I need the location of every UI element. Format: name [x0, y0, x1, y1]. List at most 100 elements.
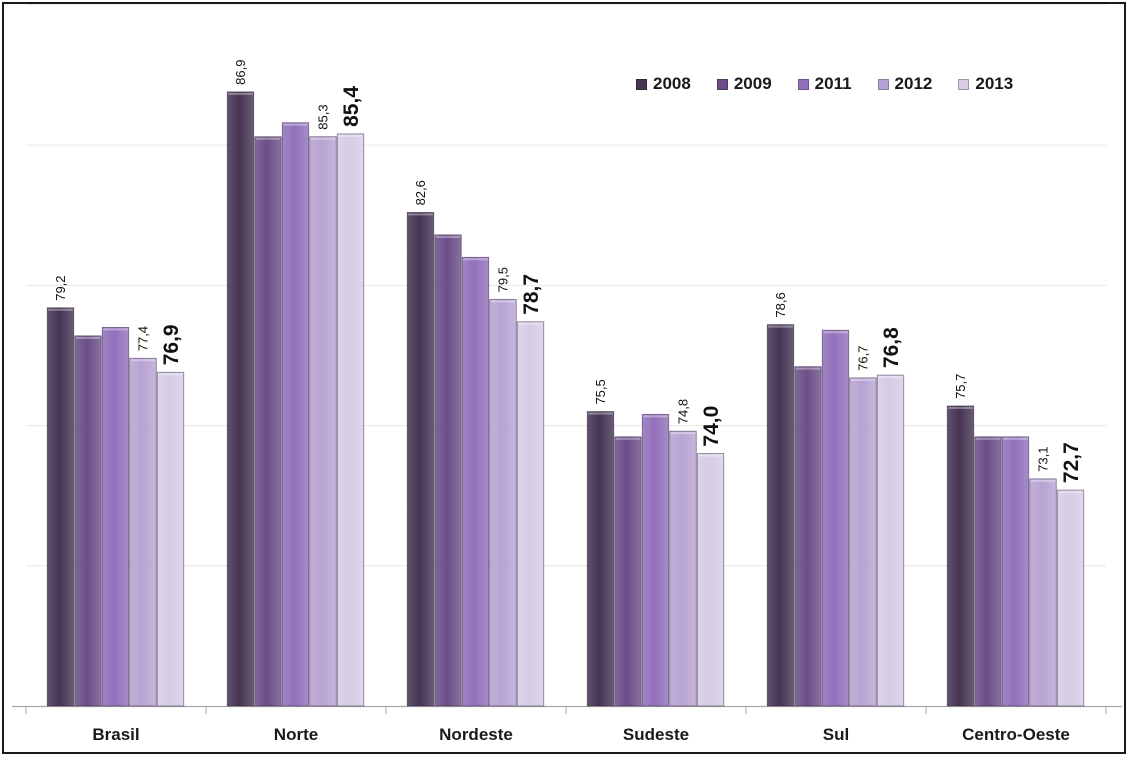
bar-norte-2012 — [309, 136, 337, 707]
bar-highlight — [490, 300, 516, 303]
bar-highlight — [158, 373, 183, 376]
data-label: 79,5 — [496, 267, 511, 292]
bar-highlight — [283, 123, 308, 126]
category-label: Sudeste — [623, 725, 689, 744]
data-label: 82,6 — [413, 180, 428, 205]
legend-swatch — [958, 78, 970, 90]
legend-label: 2011 — [814, 74, 852, 93]
bar-nordeste-2009 — [434, 234, 462, 707]
data-label-emphasized: 78,7 — [520, 274, 543, 315]
legend-swatch — [716, 78, 728, 90]
bar-highlight — [850, 378, 876, 381]
bar-highlight — [103, 328, 128, 331]
chart-legend: 2008 2009 2011 2012 2013 — [636, 74, 1013, 94]
data-label-emphasized: 76,9 — [160, 324, 183, 365]
legend-item-2012: 2012 — [877, 74, 933, 94]
bar-highlight — [338, 134, 363, 137]
category-label: Norte — [274, 725, 318, 744]
legend-swatch — [797, 78, 809, 90]
bar-norte-2013 — [336, 133, 365, 707]
bar-highlight — [1003, 437, 1028, 440]
legend-item-2011: 2011 — [797, 74, 852, 94]
data-label: 76,7 — [856, 346, 871, 371]
bar-brasil-2012 — [129, 357, 157, 707]
bar-highlight — [228, 92, 253, 95]
legend-label: 2012 — [894, 74, 933, 93]
bar-sul-2009 — [794, 366, 822, 707]
category-label: Nordeste — [439, 725, 513, 744]
bar-highlight — [615, 437, 641, 440]
legend-label: 2013 — [975, 74, 1014, 93]
bar-sudeste-2011 — [641, 413, 670, 707]
bar-brasil-2013 — [156, 371, 185, 707]
bar-highlight — [1058, 491, 1083, 494]
bar-nordeste-2008 — [406, 212, 435, 707]
bar-highlight — [435, 235, 461, 238]
category-label: Centro-Oeste — [962, 725, 1070, 744]
data-label: 86,9 — [233, 60, 248, 85]
bar-sudeste-2013 — [696, 453, 725, 707]
data-label: 79,2 — [53, 275, 68, 300]
data-label-emphasized: 76,8 — [880, 327, 903, 368]
data-label-emphasized: 74,0 — [700, 406, 723, 447]
data-label: 73,1 — [1036, 447, 1051, 472]
legend-item-2013: 2013 — [958, 74, 1013, 94]
bar-highlight — [795, 367, 821, 370]
bar-brasil-2008 — [46, 307, 75, 707]
bar-highlight — [878, 376, 903, 379]
bar-sul-2012 — [849, 377, 877, 707]
data-label: 75,7 — [953, 374, 968, 399]
bar-sul-2013 — [876, 374, 905, 707]
bar-nordeste-2012 — [489, 298, 517, 707]
bar-sul-2008 — [766, 324, 795, 707]
data-label: 85,3 — [316, 104, 331, 129]
bar-sul-2011 — [821, 329, 850, 707]
bar-highlight — [75, 336, 101, 339]
bar-highlight — [670, 432, 696, 435]
bar-sudeste-2012 — [669, 430, 697, 707]
data-label: 74,8 — [676, 399, 691, 424]
bar-norte-2011 — [281, 122, 310, 707]
bar-highlight — [1030, 479, 1056, 482]
bar-highlight — [643, 415, 668, 418]
legend-swatch — [636, 78, 647, 90]
bar-centro-oeste-2011 — [1001, 436, 1030, 707]
category-label: Sul — [823, 725, 849, 744]
bar-centro-oeste-2013 — [1056, 489, 1085, 707]
bar-nordeste-2013 — [516, 321, 545, 707]
data-label-emphasized: 85,4 — [340, 86, 363, 127]
bar-highlight — [255, 137, 281, 140]
legend-swatch — [877, 78, 889, 90]
data-label: 78,6 — [773, 292, 788, 317]
category-label: Brasil — [92, 725, 139, 744]
bar-norte-2008 — [226, 91, 255, 707]
bar-highlight — [408, 213, 433, 216]
bar-highlight — [310, 137, 336, 140]
legend-label: 2008 — [653, 74, 691, 93]
bar-brasil-2011 — [101, 327, 130, 707]
bar-highlight — [463, 258, 488, 261]
bar-sudeste-2008 — [586, 411, 615, 707]
bar-highlight — [130, 359, 156, 362]
data-label-emphasized: 72,7 — [1060, 442, 1083, 483]
data-label: 77,4 — [136, 326, 151, 351]
bar-nordeste-2011 — [461, 256, 490, 707]
bar-highlight — [975, 437, 1001, 440]
data-label: 75,5 — [593, 379, 608, 404]
bar-highlight — [518, 322, 543, 325]
legend-item-2009: 2009 — [716, 74, 772, 94]
legend-label: 2009 — [733, 74, 772, 93]
bar-centro-oeste-2012 — [1029, 478, 1057, 707]
bar-highlight — [948, 406, 973, 409]
bar-centro-oeste-2009 — [974, 436, 1002, 707]
bar-highlight — [48, 308, 73, 311]
legend-item-2008: 2008 — [636, 74, 691, 94]
bar-highlight — [823, 331, 848, 334]
bar-brasil-2009 — [74, 335, 102, 707]
bar-sudeste-2009 — [614, 436, 642, 707]
bar-norte-2009 — [254, 136, 282, 707]
bar-centro-oeste-2008 — [946, 405, 975, 707]
bar-highlight — [588, 412, 613, 415]
